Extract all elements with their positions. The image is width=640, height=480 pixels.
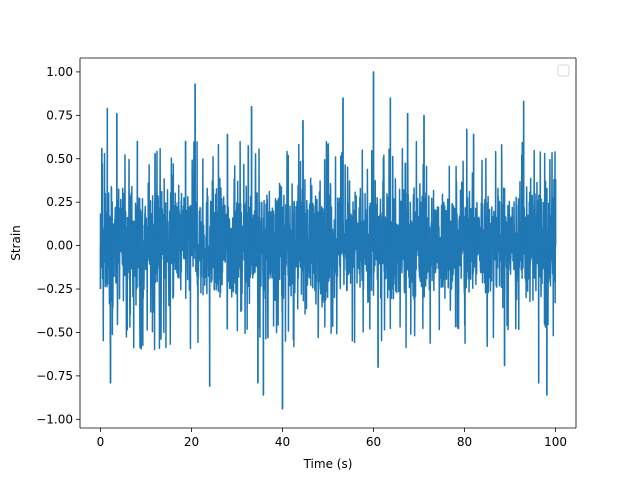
y-tick-label: −0.25	[36, 282, 73, 296]
y-tick-label: 0.25	[46, 195, 73, 209]
y-tick-label: 0.00	[46, 239, 73, 253]
x-axis-ticks: 0 20 40 60 80 100	[97, 428, 567, 449]
legend-box	[557, 64, 570, 77]
y-tick-label: −0.50	[36, 325, 73, 339]
y-tick-label: −0.75	[36, 369, 73, 383]
x-tick-label: 60	[366, 435, 381, 449]
x-tick-label: 40	[275, 435, 290, 449]
y-axis-label: Strain	[9, 225, 23, 261]
x-tick-label: 20	[184, 435, 199, 449]
x-tick-label: 0	[97, 435, 105, 449]
y-tick-label: −1.00	[36, 412, 73, 426]
x-axis-label: Time (s)	[303, 457, 353, 471]
x-tick-label: 80	[457, 435, 472, 449]
y-tick-label: 1.00	[46, 65, 73, 79]
x-tick-label: 100	[544, 435, 567, 449]
y-tick-label: 0.50	[46, 152, 73, 166]
y-tick-label: 0.75	[46, 108, 73, 122]
axes-frame	[79, 57, 577, 429]
y-axis-ticks: −1.00 −0.75 −0.50 −0.25 0.00 0.25 0.50 0.75 1.00	[36, 65, 80, 426]
strain-signal-line	[99, 71, 557, 410]
signal-series	[99, 71, 557, 410]
